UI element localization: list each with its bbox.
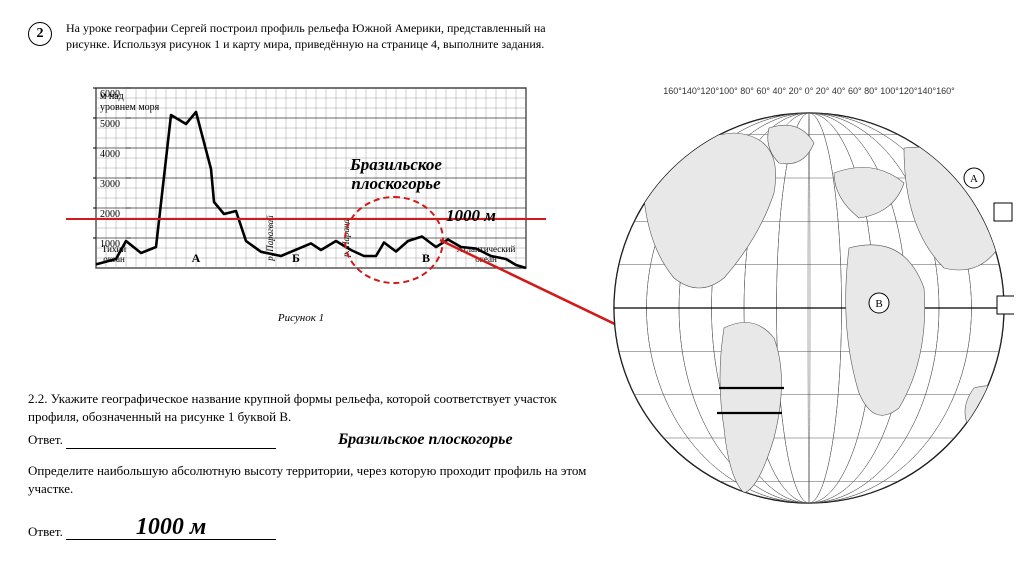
highlight-label: Бразильское плоскогорье — [350, 156, 442, 193]
svg-text:Б: Б — [292, 251, 300, 265]
svg-text:океан: океан — [475, 254, 497, 264]
svg-text:А: А — [192, 251, 201, 265]
world-map-globe: 160°140°120°100° 80° 60° 40° 20° 0° 20° … — [604, 78, 1014, 508]
question-2-2b: Определите наибольшую абсолютную высоту … — [28, 462, 588, 497]
answer-blank-2: 1000 м — [66, 512, 276, 540]
svg-text:м над: м над — [100, 91, 124, 102]
q22-prompt: 2.2. Укажите географическое название кру… — [28, 390, 588, 425]
answer-2-value: 1000 м — [136, 514, 206, 540]
answer-2-row: Ответ. 1000 м — [28, 512, 276, 540]
svg-text:уровнем моря: уровнем моря — [100, 102, 160, 113]
svg-text:океан: океан — [103, 254, 125, 264]
intro-text: На уроке географии Сергей построил профи… — [66, 20, 576, 52]
figure-caption: Рисунок 1 — [66, 312, 536, 324]
answer-1-value: Бразильское плоскогорье — [338, 431, 513, 449]
svg-text:А: А — [970, 173, 978, 185]
svg-text:3000: 3000 — [100, 179, 120, 190]
relief-profile-chart: 100020003000400050006000м надуровнем мор… — [66, 68, 536, 308]
svg-text:р. Парагвай: р. Парагвай — [265, 215, 275, 262]
svg-text:4000: 4000 — [100, 149, 120, 160]
answer-blank-1 — [66, 433, 276, 449]
highlight-value: 1000 м — [446, 206, 496, 226]
answer2-prefix: Ответ. — [28, 524, 63, 539]
svg-text:В: В — [875, 298, 882, 310]
svg-text:Тихий: Тихий — [102, 244, 126, 254]
question-number-badge: 2 — [28, 22, 52, 46]
svg-text:160°140°120°100° 80° 60° 40° 2: 160°140°120°100° 80° 60° 40° 20° 0° 20° … — [663, 86, 955, 96]
svg-text:Атлантический: Атлантический — [457, 244, 516, 254]
highlight-circle — [344, 196, 444, 284]
svg-text:5000: 5000 — [100, 119, 120, 130]
answer-prefix: Ответ. — [28, 432, 63, 447]
